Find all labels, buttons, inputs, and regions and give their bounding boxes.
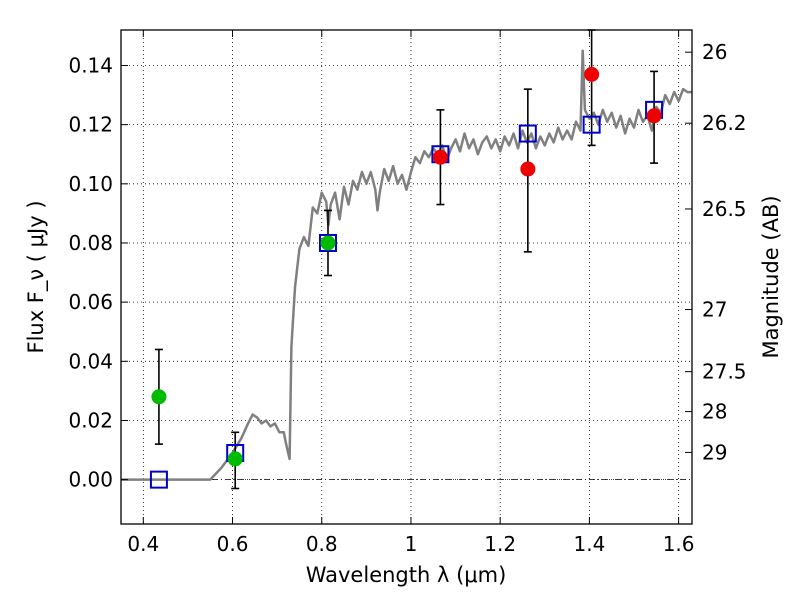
model-spectrum-line [121, 49, 692, 481]
right-tick-label: 28 [702, 400, 727, 424]
grid [121, 30, 692, 524]
model-photometry-square [149, 470, 168, 489]
right-tick-label: 27 [702, 298, 727, 322]
observed-flux-point [320, 235, 336, 251]
y-tick-label: 0.08 [68, 231, 113, 255]
y-tick-label: 0.12 [68, 113, 113, 137]
right-tick-label: 26 [702, 40, 727, 64]
observed-flux-point [646, 108, 662, 124]
y-tick-label: 0.10 [68, 172, 113, 196]
right-tick-label: 26.5 [702, 197, 747, 221]
y-tick-label: 0.04 [68, 349, 113, 373]
tick-labels: 0.4 0.6 0.8 1 1.2 1.4 1.6 0.00 0.02 0.04 0.06 0.08 0… [68, 40, 746, 556]
plot-frame [120, 29, 693, 525]
observed-flux-point [520, 161, 536, 177]
x-tick-label: 1.2 [484, 532, 516, 556]
right-tick-label: 27.5 [702, 360, 747, 384]
right-tick-label: 29 [702, 440, 727, 464]
observed-flux-point [151, 389, 167, 405]
y-tick-label: 0.14 [68, 53, 113, 77]
right-tick-label: 26.2 [702, 111, 747, 135]
y-axis-title: Flux F_ν ( μJy ) [24, 200, 49, 353]
x-tick-label: 1.4 [573, 532, 605, 556]
x-tick-label: 1 [405, 532, 418, 556]
data-series [121, 29, 692, 490]
observed-flux-point [584, 66, 600, 82]
y-tick-label: 0.06 [68, 290, 113, 314]
observed-flux-point [432, 149, 448, 165]
y-tick-label: 0.00 [68, 468, 113, 492]
axis-ticks [121, 30, 692, 524]
observed-flux-point [227, 451, 243, 467]
right-axis-title: Magnitude (AB) [759, 195, 783, 358]
model-photometry-square [582, 115, 601, 134]
x-tick-label: 0.8 [306, 532, 338, 556]
x-tick-label: 1.6 [663, 532, 695, 556]
x-axis-title: Wavelength λ (μm) [306, 563, 507, 587]
model-photometry-square [518, 124, 537, 143]
y-tick-label: 0.02 [68, 408, 113, 432]
model-photometry-square [318, 233, 337, 252]
x-tick-label: 0.6 [217, 532, 249, 556]
x-tick-label: 0.4 [127, 532, 159, 556]
